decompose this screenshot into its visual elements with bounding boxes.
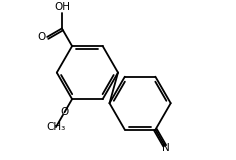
Text: OH: OH — [54, 2, 70, 12]
Text: O: O — [60, 107, 69, 117]
Text: CH₃: CH₃ — [46, 122, 66, 132]
Text: O: O — [37, 32, 45, 42]
Text: N: N — [162, 143, 170, 153]
